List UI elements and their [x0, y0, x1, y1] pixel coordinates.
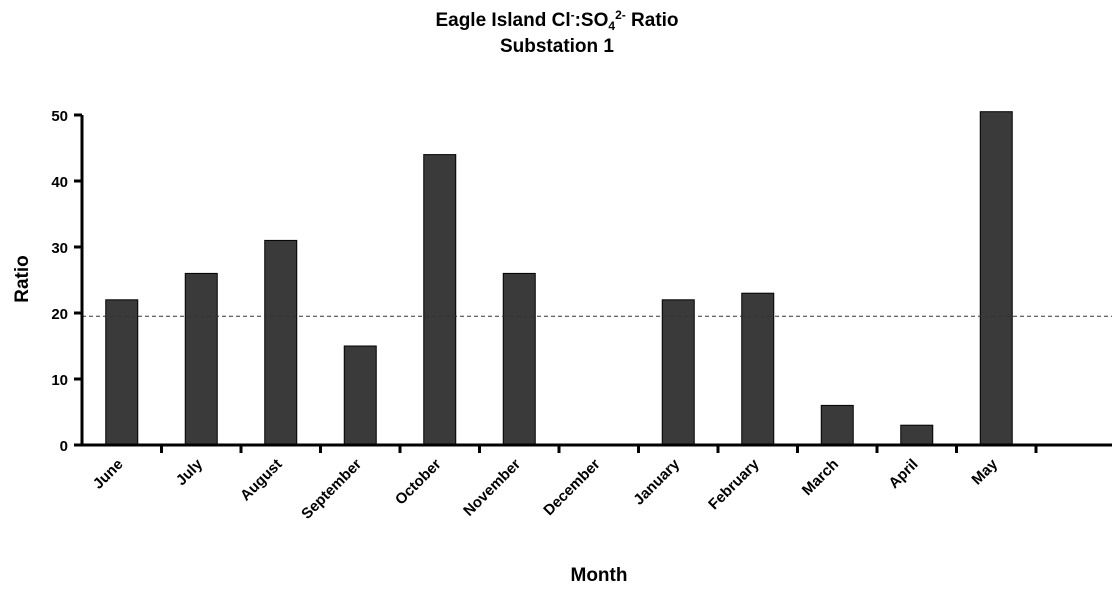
- x-tick-label: September: [298, 456, 365, 523]
- x-tick-label: February: [705, 455, 763, 513]
- bar-august: [264, 239, 298, 446]
- y-tick-label: 10: [51, 372, 68, 389]
- bar-march: [820, 404, 854, 446]
- bar-july: [184, 272, 218, 446]
- bar-september: [343, 345, 377, 446]
- x-tick-label: August: [237, 456, 286, 505]
- bar-june: [105, 299, 139, 446]
- x-tick-label: May: [968, 455, 1001, 488]
- x-axis-label: Month: [571, 565, 628, 586]
- chart-title: Eagle Island Cl-:SO42- Ratio: [435, 8, 679, 33]
- x-tick-label: December: [540, 456, 603, 519]
- x-tick-label: March: [799, 456, 842, 499]
- bar-april: [900, 424, 934, 446]
- y-tick-label: 20: [51, 306, 68, 323]
- chart-subtitle: Substation 1: [499, 36, 614, 57]
- bar-november: [502, 272, 536, 446]
- x-tick-label: July: [173, 455, 207, 489]
- x-tick-label: January: [630, 455, 683, 508]
- bars-layer: [105, 111, 1013, 446]
- y-tick-label: 0: [60, 438, 68, 455]
- bar-february: [741, 292, 775, 446]
- x-tick-label: June: [90, 456, 127, 493]
- y-tick-label: 50: [51, 108, 68, 125]
- bar-may: [979, 111, 1013, 446]
- y-tick-label: 40: [51, 174, 68, 191]
- y-tick-label: 30: [51, 240, 68, 257]
- x-tick-label: October: [392, 456, 445, 509]
- bar-october: [423, 154, 457, 446]
- bar-january: [661, 299, 695, 446]
- y-axis-label: Ratio: [12, 255, 33, 303]
- x-tick-label: November: [460, 456, 524, 520]
- x-tick-label: April: [885, 456, 921, 492]
